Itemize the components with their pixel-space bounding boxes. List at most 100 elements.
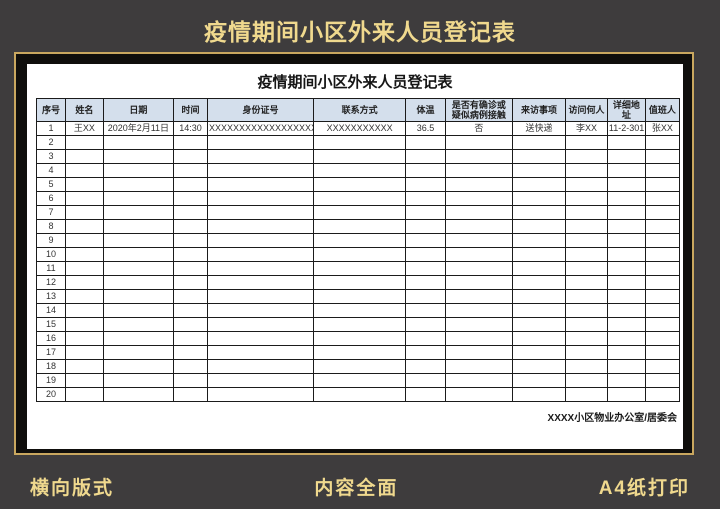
table-cell: 5 — [36, 177, 66, 192]
table-cell — [64, 247, 104, 262]
table-cell — [444, 275, 513, 290]
table-cell — [206, 191, 315, 206]
table-cell — [565, 233, 608, 248]
table-cell — [606, 317, 646, 332]
registration-table: 序号 姓名 日期 时间 身份证号 联系方式 体温 是否有确诊或 疑似病例接触 来访事项 访问何人详… — [36, 98, 681, 402]
table-cell — [172, 345, 209, 360]
table-cell — [64, 177, 104, 192]
table-cell — [102, 163, 174, 178]
table-cell — [102, 345, 174, 360]
table-cell: 2 — [36, 135, 66, 150]
table-cell — [313, 135, 407, 150]
table-cell — [444, 233, 513, 248]
table-row: 4 — [36, 163, 681, 178]
table-cell — [565, 317, 608, 332]
table-cell — [206, 261, 315, 276]
table-cell — [405, 219, 446, 234]
table-cell — [565, 261, 608, 276]
table-cell — [64, 219, 104, 234]
column-header: 详细地址 — [606, 98, 646, 122]
table-cell — [444, 303, 513, 318]
table-header-row: 序号 姓名 日期 时间 身份证号 联系方式 体温 是否有确诊或 疑似病例接触 来访事项 访问何人详… — [36, 98, 681, 122]
table-cell: 11 — [36, 261, 66, 276]
column-header: 日期 — [102, 98, 174, 122]
table-cell — [644, 205, 681, 220]
table-cell: 11-2-301 — [606, 121, 646, 136]
table-cell — [64, 191, 104, 206]
table-cell — [644, 149, 681, 164]
table-cell — [565, 275, 608, 290]
table-cell: 王XX — [64, 121, 104, 136]
table-cell — [172, 317, 209, 332]
table-cell — [206, 275, 315, 290]
table-cell: 6 — [36, 191, 66, 206]
table-cell — [64, 373, 104, 388]
table-cell — [606, 303, 646, 318]
table-cell — [565, 303, 608, 318]
table-cell — [64, 233, 104, 248]
table-cell: XXXXXXXXXXX — [313, 121, 407, 136]
table-cell — [405, 303, 446, 318]
table-cell — [444, 219, 513, 234]
table-cell — [405, 163, 446, 178]
table-cell — [606, 261, 646, 276]
table-cell — [102, 191, 174, 206]
table-cell — [511, 289, 567, 304]
table-cell — [644, 247, 681, 262]
table-cell — [511, 219, 567, 234]
table-cell — [565, 247, 608, 262]
table-cell — [405, 247, 446, 262]
table-cell: 9 — [36, 233, 66, 248]
table-cell: 36.5 — [405, 121, 446, 136]
table-cell: 1 — [36, 121, 66, 136]
table-cell — [313, 247, 407, 262]
table-cell — [206, 177, 315, 192]
table-cell — [206, 345, 315, 360]
table-cell — [64, 345, 104, 360]
table-cell — [565, 289, 608, 304]
column-header: 来访事项 — [511, 98, 567, 122]
table-row: 14 — [36, 303, 681, 318]
table-row: 9 — [36, 233, 681, 248]
table-cell — [644, 191, 681, 206]
table-cell — [313, 261, 407, 276]
table-cell — [511, 205, 567, 220]
table-cell — [565, 163, 608, 178]
table-cell: XXXXXXXXXXXXXXXXXX — [206, 121, 315, 136]
table-cell — [313, 163, 407, 178]
table-cell — [64, 387, 104, 402]
table-cell — [444, 191, 513, 206]
table-cell — [313, 289, 407, 304]
table-cell — [64, 149, 104, 164]
table-cell — [444, 373, 513, 388]
table-cell — [206, 205, 315, 220]
table-body: 1 王XX 2020年2月11日 14:30 XXXXXXXXXXXXXXXXXX XXX… — [36, 121, 681, 402]
table-cell — [644, 387, 681, 402]
table-cell: 8 — [36, 219, 66, 234]
table-cell — [172, 359, 209, 374]
table-cell — [444, 177, 513, 192]
table-cell — [313, 373, 407, 388]
table-cell — [444, 149, 513, 164]
table-row: 5 — [36, 177, 681, 192]
table-cell — [511, 135, 567, 150]
table-cell: 否 — [444, 121, 513, 136]
table-cell — [565, 191, 608, 206]
table-cell: 19 — [36, 373, 66, 388]
table-cell — [64, 317, 104, 332]
table-cell — [102, 317, 174, 332]
table-cell: 20 — [36, 387, 66, 402]
table-cell — [644, 303, 681, 318]
column-header: 联系方式 — [313, 98, 407, 122]
table-cell — [511, 275, 567, 290]
table-cell — [313, 149, 407, 164]
table-cell — [644, 135, 681, 150]
table-cell — [172, 275, 209, 290]
table-cell — [511, 149, 567, 164]
table-cell — [644, 233, 681, 248]
table-cell — [606, 289, 646, 304]
table-cell: 10 — [36, 247, 66, 262]
table-cell — [206, 359, 315, 374]
table-cell — [606, 205, 646, 220]
table-row: 15 — [36, 317, 681, 332]
